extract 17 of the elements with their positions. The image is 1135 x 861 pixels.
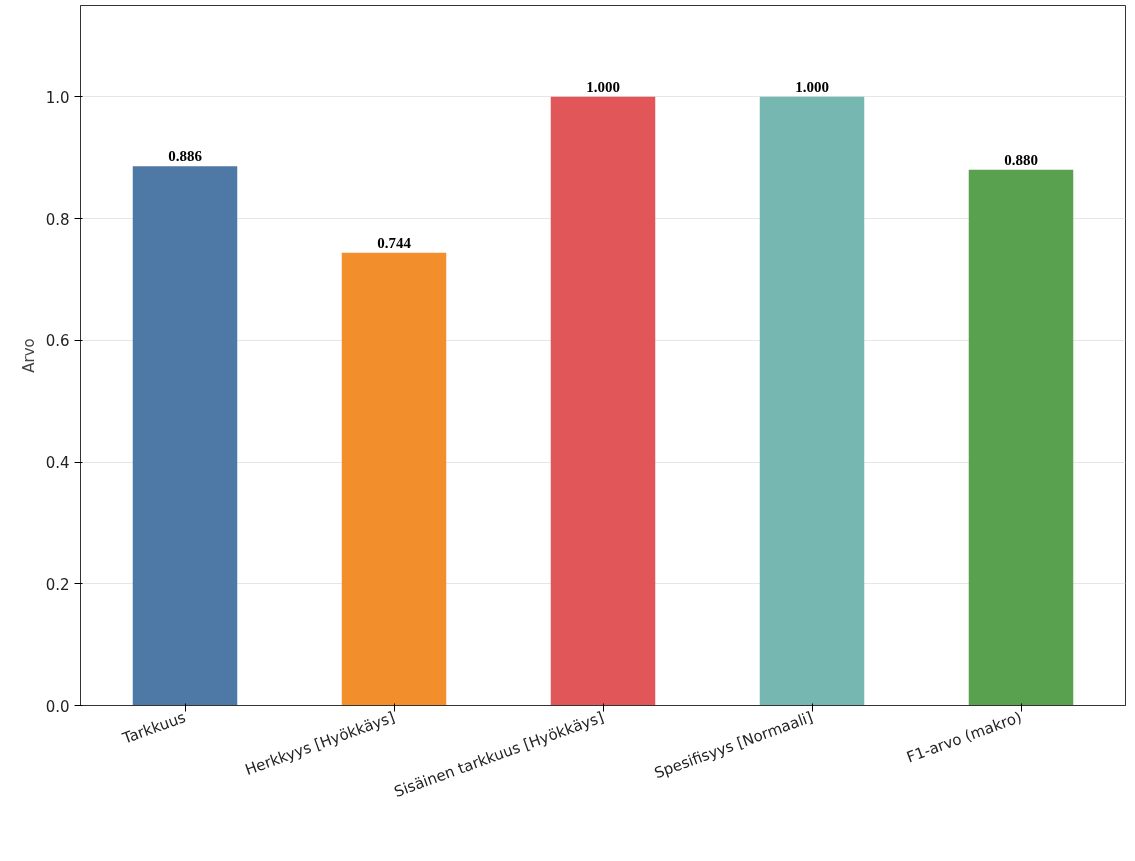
y-axis-title: Arvo — [19, 338, 38, 373]
data-label: 1.000 — [795, 78, 829, 95]
bar — [341, 252, 447, 706]
y-tick-label: 0.0 — [45, 697, 70, 716]
data-label: 0.886 — [168, 148, 203, 165]
y-tick-label: 0.2 — [45, 575, 70, 594]
bar — [968, 169, 1074, 706]
data-label: 0.880 — [1004, 151, 1038, 168]
bar — [550, 96, 656, 706]
data-label: 0.744 — [377, 234, 412, 251]
y-tick-label: 0.6 — [45, 332, 70, 351]
bar — [132, 166, 238, 706]
bar — [759, 96, 865, 706]
y-tick-label: 0.4 — [45, 454, 70, 473]
y-tick-label: 0.8 — [45, 210, 70, 229]
data-label: 1.000 — [586, 78, 620, 95]
y-tick-label: 1.0 — [45, 88, 70, 107]
